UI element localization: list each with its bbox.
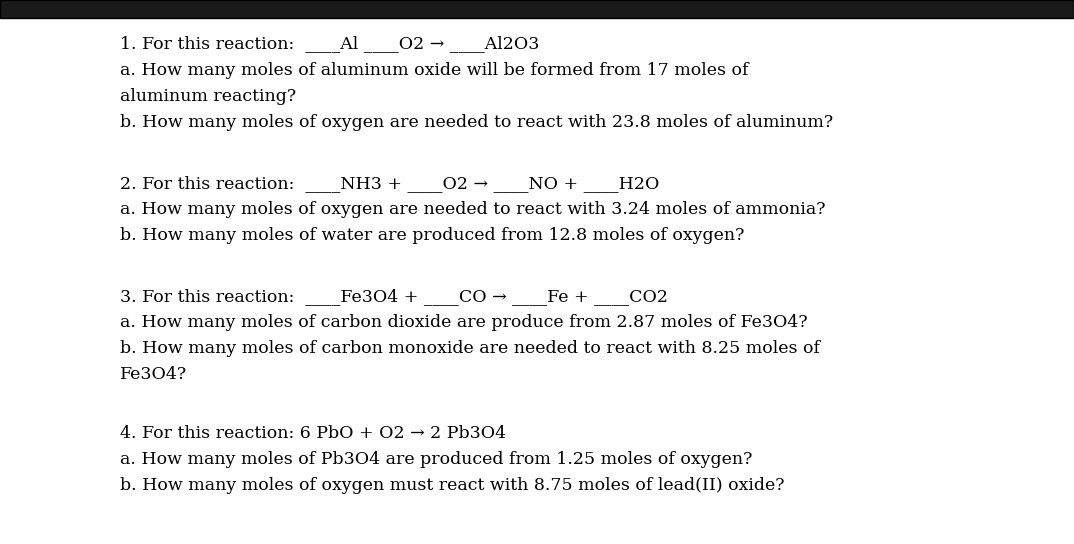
Text: b. How many moles of oxygen must react with 8.75 moles of lead(II) oxide?: b. How many moles of oxygen must react w… bbox=[120, 477, 784, 494]
Text: a. How many moles of oxygen are needed to react with 3.24 moles of ammonia?: a. How many moles of oxygen are needed t… bbox=[120, 201, 826, 218]
Text: b. How many moles of oxygen are needed to react with 23.8 moles of aluminum?: b. How many moles of oxygen are needed t… bbox=[120, 114, 833, 131]
Text: b. How many moles of carbon monoxide are needed to react with 8.25 moles of: b. How many moles of carbon monoxide are… bbox=[120, 340, 821, 357]
Text: 3. For this reaction:  ____Fe3O4 + ____CO → ____Fe + ____CO2: 3. For this reaction: ____Fe3O4 + ____CO… bbox=[120, 288, 668, 305]
Text: a. How many moles of carbon dioxide are produce from 2.87 moles of Fe3O4?: a. How many moles of carbon dioxide are … bbox=[120, 314, 808, 331]
Text: a. How many moles of aluminum oxide will be formed from 17 moles of: a. How many moles of aluminum oxide will… bbox=[120, 62, 749, 79]
Text: a. How many moles of Pb3O4 are produced from 1.25 moles of oxygen?: a. How many moles of Pb3O4 are produced … bbox=[120, 451, 753, 468]
Text: Fe3O4?: Fe3O4? bbox=[120, 366, 187, 383]
Text: 4. For this reaction: 6 PbO + O2 → 2 Pb3O4: 4. For this reaction: 6 PbO + O2 → 2 Pb3… bbox=[120, 425, 506, 442]
Text: aluminum reacting?: aluminum reacting? bbox=[120, 88, 296, 105]
Text: 2. For this reaction:  ____NH3 + ____O2 → ____NO + ____H2O: 2. For this reaction: ____NH3 + ____O2 →… bbox=[120, 175, 659, 192]
Text: b. How many moles of water are produced from 12.8 moles of oxygen?: b. How many moles of water are produced … bbox=[120, 227, 744, 244]
Text: 1. For this reaction:  ____Al ____O2 → ____Al2O3: 1. For this reaction: ____Al ____O2 → __… bbox=[120, 35, 539, 52]
